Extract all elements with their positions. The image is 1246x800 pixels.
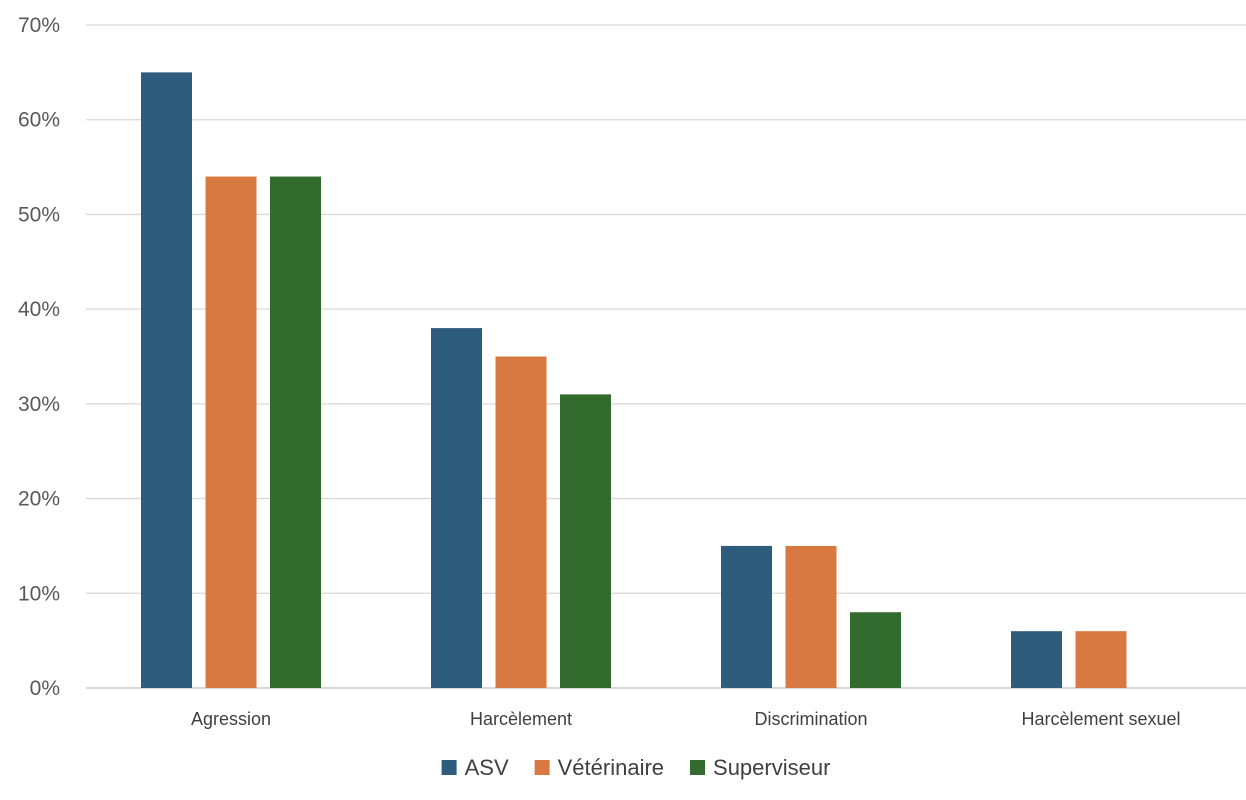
bar-superviseur-0: [270, 176, 321, 689]
y-tick-label: 30%: [18, 393, 60, 416]
bar-asv-1: [431, 328, 482, 688]
y-tick-label: 0%: [30, 677, 60, 700]
legend-swatch: [441, 760, 457, 775]
legend-label: Superviseur: [713, 755, 830, 780]
y-tick-label: 20%: [18, 488, 60, 511]
bar-v-t-rinaire-0: [205, 176, 257, 689]
legend: ASV Vétérinaire Superviseur: [441, 755, 830, 780]
x-category-label: Harcèlement sexuel: [1021, 709, 1180, 729]
x-category-label: Harcèlement: [470, 709, 572, 729]
y-tick-label: 60%: [18, 109, 60, 132]
legend-label: ASV: [465, 755, 509, 780]
bar-asv-2: [721, 545, 772, 688]
bar-asv-0: [141, 72, 192, 689]
x-category-label: Agression: [191, 709, 271, 729]
gridlines: [86, 24, 1246, 689]
y-tick-label: 70%: [18, 14, 60, 37]
bars: [141, 72, 1127, 689]
bar-asv-3: [1011, 631, 1062, 688]
bar-v-t-rinaire-2: [785, 545, 837, 688]
legend-swatch: [690, 760, 706, 775]
bar-v-t-rinaire-1: [495, 356, 547, 688]
bar-v-t-rinaire-3: [1075, 631, 1127, 688]
y-tick-label: 50%: [18, 203, 60, 226]
y-axis-ticks: 0% 10% 20% 30% 40% 50% 60% 70%: [18, 14, 60, 700]
y-tick-label: 10%: [18, 582, 60, 605]
bar-superviseur-2: [850, 612, 901, 688]
x-axis-categories: Agression Harcèlement Discrimination Harcèl…: [191, 709, 1181, 729]
bar-superviseur-1: [560, 394, 611, 688]
x-category-label: Discrimination: [754, 709, 867, 729]
y-tick-label: 40%: [18, 298, 60, 321]
legend-label: Vétérinaire: [558, 755, 664, 780]
legend-swatch: [534, 760, 550, 775]
